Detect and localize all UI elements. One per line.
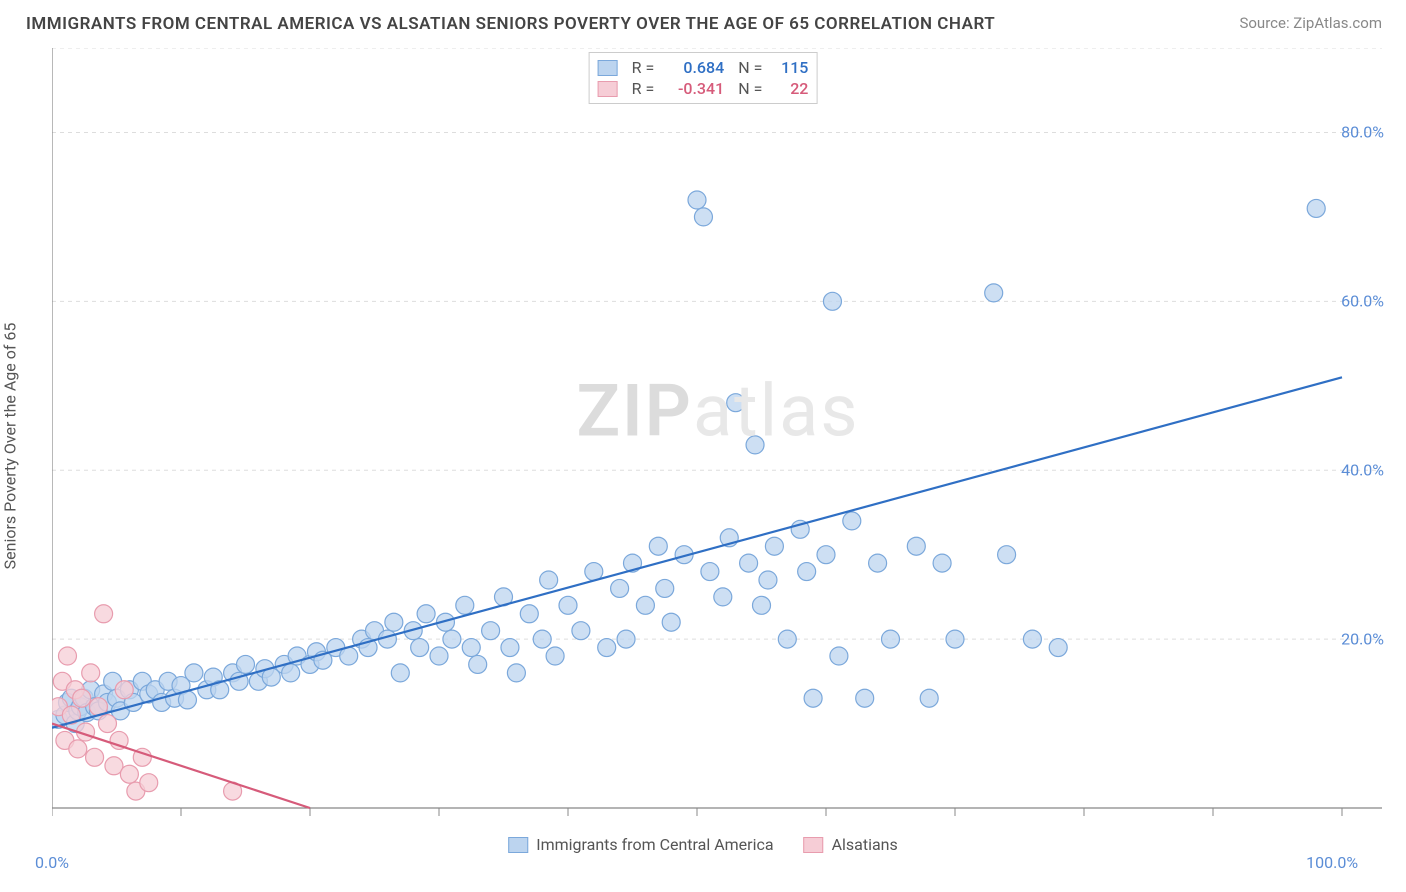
legend-series-label: Alsatians xyxy=(832,835,898,854)
y-tick-label: 80.0% xyxy=(1341,123,1384,142)
legend-series: Immigrants from Central America Alsatian… xyxy=(508,835,898,854)
chart-area: ZIPatlas xyxy=(52,48,1384,838)
n-value: 115 xyxy=(772,58,808,77)
legend-series-label: Immigrants from Central America xyxy=(536,835,773,854)
r-value: 0.684 xyxy=(664,58,724,77)
legend-swatch xyxy=(508,837,528,853)
y-tick-label: 60.0% xyxy=(1341,292,1384,311)
x-tick-min: 0.0% xyxy=(35,853,69,872)
legend-swatch xyxy=(598,81,618,97)
y-tick-label: 20.0% xyxy=(1341,630,1384,649)
r-label: R = xyxy=(628,58,655,77)
r-label: R = xyxy=(628,79,655,98)
y-axis-label: Seniors Poverty Over the Age of 65 xyxy=(1,323,20,570)
chart-title: IMMIGRANTS FROM CENTRAL AMERICA VS ALSAT… xyxy=(26,14,995,34)
legend-series-item: Immigrants from Central America xyxy=(508,835,773,854)
legend-swatch xyxy=(598,60,618,76)
legend-stats: R = 0.684 N = 115 R = -0.341 N = 22 xyxy=(589,52,818,104)
y-tick-label: 40.0% xyxy=(1341,461,1384,480)
legend-stat-row: R = -0.341 N = 22 xyxy=(598,78,809,99)
r-value: -0.341 xyxy=(664,79,724,98)
n-value: 22 xyxy=(772,79,808,98)
source-text: Source: ZipAtlas.com xyxy=(1239,14,1382,32)
scatter-plot xyxy=(52,48,1384,838)
x-tick-max: 100.0% xyxy=(1306,853,1358,872)
n-label: N = xyxy=(734,58,762,77)
legend-stat-row: R = 0.684 N = 115 xyxy=(598,57,809,78)
n-label: N = xyxy=(734,79,762,98)
legend-swatch xyxy=(804,837,824,853)
legend-series-item: Alsatians xyxy=(804,835,898,854)
